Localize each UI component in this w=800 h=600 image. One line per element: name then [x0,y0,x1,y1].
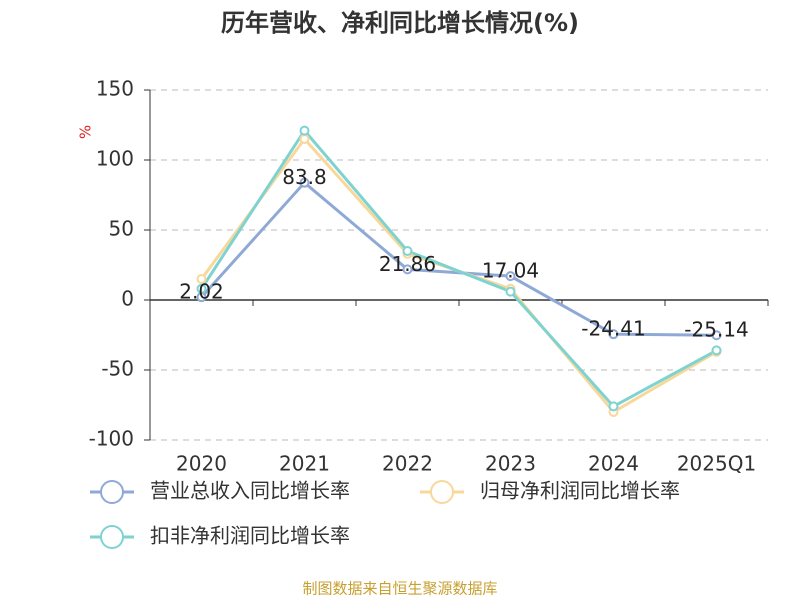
legend-label[interactable]: 扣非净利润同比增长率 [150,524,350,548]
data-label: 21.86 [379,252,436,276]
series-line [200,180,717,337]
y-tick-label: 100 [96,147,134,171]
source-note: 制图数据来自恒生聚源数据库 [302,580,497,598]
data-point [711,330,722,341]
legend-marker[interactable] [430,480,454,504]
x-tick-label: 2021 [279,452,330,476]
y-tick-label: 150 [96,77,134,101]
y-unit: % [77,125,95,139]
y-tick-label: -100 [89,427,134,451]
data-point [196,283,207,294]
x-tick-label: 2022 [382,452,433,476]
data-point [505,271,516,282]
data-point [299,134,310,144]
data-point [711,345,722,356]
data-point [505,286,516,297]
data-label: 2.02 [179,280,224,304]
series-line [200,128,718,409]
data-point [608,401,619,412]
x-tick-label: 2023 [485,452,536,476]
data-point [299,125,310,136]
x-tick-label: 2024 [588,452,639,476]
legend-label[interactable]: 归母净利润同比增长率 [480,479,680,503]
data-point [608,329,619,340]
legend-marker[interactable] [100,525,124,549]
data-label: 17.04 [482,259,539,283]
chart-title: 历年营收、净利同比增长情况(%) [221,9,579,37]
data-point [402,264,413,275]
series-line [200,136,718,414]
data-point [299,177,310,188]
x-tick-label: 2020 [176,452,227,476]
data-label: -24.41 [581,317,645,341]
y-tick-label: -50 [101,357,134,381]
y-tick-label: 0 [121,287,134,311]
data-label: 83.8 [282,165,327,189]
legend-marker[interactable] [100,480,124,504]
legend-label[interactable]: 营业总收入同比增长率 [150,479,350,503]
y-tick-label: 50 [109,217,134,241]
x-tick-label: 2025Q1 [677,452,756,476]
data-label: -25.14 [684,318,748,342]
data-point [196,274,207,284]
data-point [402,246,413,256]
